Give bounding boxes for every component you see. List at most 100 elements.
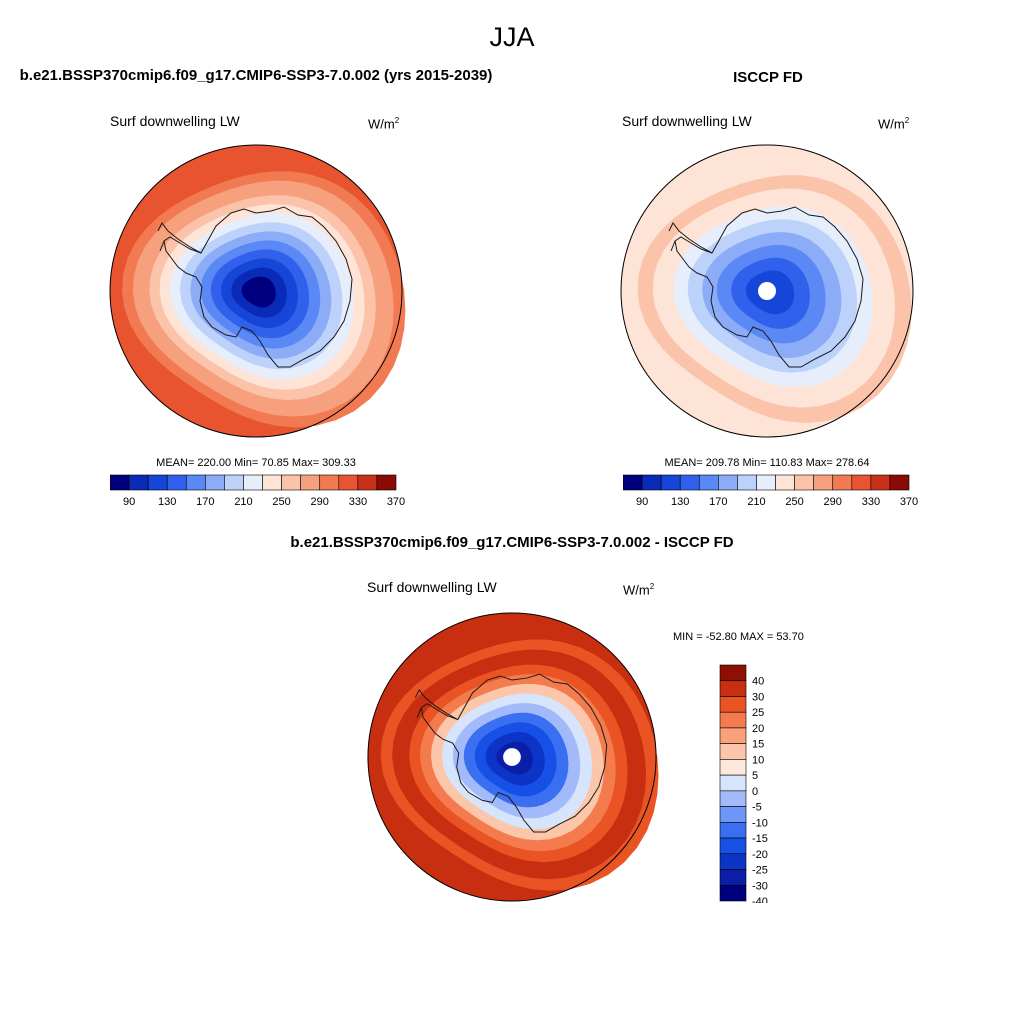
obs-colorbar-bin-2	[660, 474, 681, 491]
obs-colorbar-bin-8	[775, 474, 795, 491]
diff-colorbar-bin-1	[719, 680, 747, 697]
obs-colorbar-bin-10	[813, 474, 834, 491]
obs-colorbar-ticks: 90 130 170 210 250 290 330 370	[636, 496, 918, 508]
obs-colorbar-bin-4	[698, 474, 719, 491]
diff-colorbar-bin-11	[719, 837, 747, 855]
diff-pole-hole	[503, 748, 521, 766]
diff-colorbar-bin-2	[719, 696, 747, 713]
model-polar-map	[109, 144, 406, 438]
obs-colorbar-bin-1	[641, 474, 662, 491]
model-colorbar-bin-9	[281, 474, 301, 491]
obs-variable-label: Surf downwelling LW	[622, 113, 752, 129]
model-colorbar-bin-1	[128, 474, 149, 491]
diff-colorbar-tick-8: -5	[752, 802, 762, 814]
obs-polar-map	[620, 144, 914, 438]
model-colorbar: 90 130 170 210 250 290 330 370	[110, 474, 405, 508]
obs-colorbar-tick-2: 170	[709, 496, 727, 508]
model-stats: MEAN= 220.00 Min= 70.85 Max= 309.33	[156, 457, 356, 469]
model-colorbar-tick-2: 170	[196, 496, 214, 508]
diff-colorbar-tick-10: -15	[752, 833, 768, 845]
model-colorbar-bin-0	[110, 474, 130, 491]
model-colorbar-tick-6: 330	[349, 496, 367, 508]
model-colorbar-bin-11	[319, 474, 340, 491]
obs-colorbar-bin-5	[718, 474, 738, 491]
model-units-exponent: 2	[394, 116, 400, 125]
obs-colorbar-bin-0	[623, 474, 643, 491]
diff-coastline	[420, 673, 608, 833]
diff-colorbar-tick-3: 20	[752, 723, 764, 735]
diff-variable-label: Surf downwelling LW	[367, 579, 497, 595]
obs-coastline	[674, 206, 864, 368]
diff-colorbar-bin-13	[719, 869, 747, 886]
model-colorbar-tick-0: 90	[123, 496, 135, 508]
model-colorbar-ticks: 90 130 170 210 250 290 330 370	[123, 496, 405, 508]
diff-polar-map	[367, 612, 659, 902]
obs-colorbar-bins	[623, 474, 910, 491]
model-colorbar-bin-6	[224, 474, 244, 491]
model-coastline	[163, 206, 353, 368]
model-colorbar-bin-13	[357, 474, 378, 491]
diff-units-base: W/m	[623, 582, 650, 598]
model-map-border	[109, 144, 403, 438]
obs-colorbar-tick-0: 90	[636, 496, 648, 508]
obs-colorbar: 90 130 170 210 250 290 330 370	[623, 474, 918, 508]
diff-colorbar-tick-12: -25	[752, 865, 768, 877]
model-colorbar-tick-1: 130	[158, 496, 176, 508]
diff-colorbar-bins	[719, 664, 747, 902]
obs-colorbar-tick-5: 290	[824, 496, 842, 508]
diff-colorbar-ticks: 40 30 25 20 15 10 5 0 -5 -10 -15 -20 -25 -30 -40	[752, 676, 768, 903]
diff-colorbar-bin-7	[719, 774, 747, 792]
diff-colorbar-tick-7: 0	[752, 786, 758, 798]
model-colorbar-tick-3: 210	[234, 496, 252, 508]
model-colorbar-bins	[110, 474, 397, 491]
obs-stats: MEAN= 209.78 Min= 110.83 Max= 278.64	[664, 457, 870, 469]
figure-title: JJA	[489, 22, 535, 52]
obs-pole-hole	[758, 282, 776, 300]
diff-stats: MIN = -52.80 MAX = 53.70	[673, 631, 804, 643]
obs-colorbar-bin-13	[870, 474, 891, 491]
obs-colorbar-bin-6	[737, 474, 757, 491]
diff-colorbar-bin-5	[719, 743, 747, 760]
diff-colorbar-bin-14	[719, 884, 747, 902]
model-contour-fill	[110, 145, 406, 437]
diff-colorbar-tick-9: -10	[752, 817, 768, 829]
diff-colorbar-bin-10	[719, 822, 747, 839]
obs-colorbar-bin-14	[889, 474, 910, 491]
diff-colorbar-tick-1: 30	[752, 692, 764, 704]
model-colorbar-bin-14	[376, 474, 397, 491]
diff-colorbar-bin-8	[719, 790, 747, 807]
obs-colorbar-bin-9	[794, 474, 814, 491]
obs-peninsula	[668, 222, 713, 254]
diff-colorbar-tick-11: -20	[752, 849, 768, 861]
obs-colorbar-bin-12	[851, 474, 872, 491]
model-units-base: W/m	[368, 116, 395, 132]
diff-peninsula	[414, 688, 458, 720]
obs-colorbar-bin-3	[679, 474, 700, 491]
model-colorbar-tick-5: 290	[311, 496, 329, 508]
model-panel-title: b.e21.BSSP370cmip6.f09_g17.CMIP6-SSP3-7.…	[19, 67, 493, 84]
diff-colorbar-tick-5: 10	[752, 754, 764, 766]
diff-colorbar-bin-6	[719, 759, 747, 776]
diff-colorbar: 40 30 25 20 15 10 5 0 -5 -10 -15 -20 -25 -30 -40	[719, 664, 768, 903]
model-band-12	[241, 276, 276, 308]
model-colorbar-bin-5	[205, 474, 225, 491]
obs-colorbar-tick-4: 250	[785, 496, 803, 508]
model-colorbar-bin-4	[185, 474, 206, 491]
diff-colorbar-tick-0: 40	[752, 676, 764, 688]
obs-colorbar-bin-7	[756, 474, 776, 491]
model-colorbar-tick-4: 250	[272, 496, 290, 508]
obs-colorbar-tick-1: 130	[671, 496, 689, 508]
obs-panel-title: ISCCP FD	[733, 69, 803, 86]
diff-units-exponent: 2	[649, 582, 655, 591]
diff-colorbar-bin-4	[719, 727, 747, 744]
model-units-label: W/m2	[368, 116, 399, 131]
model-peninsula	[157, 222, 202, 254]
obs-units-base: W/m	[878, 116, 905, 132]
diff-colorbar-tick-13: -30	[752, 880, 768, 892]
model-colorbar-bin-3	[166, 474, 187, 491]
obs-colorbar-bin-11	[832, 474, 853, 491]
diff-contour-fill	[367, 612, 659, 902]
diff-colorbar-tick-14: -40	[752, 896, 768, 903]
diff-panel-title: b.e21.BSSP370cmip6.f09_g17.CMIP6-SSP3-7.…	[290, 534, 734, 551]
diff-colorbar-bin-9	[719, 806, 747, 823]
